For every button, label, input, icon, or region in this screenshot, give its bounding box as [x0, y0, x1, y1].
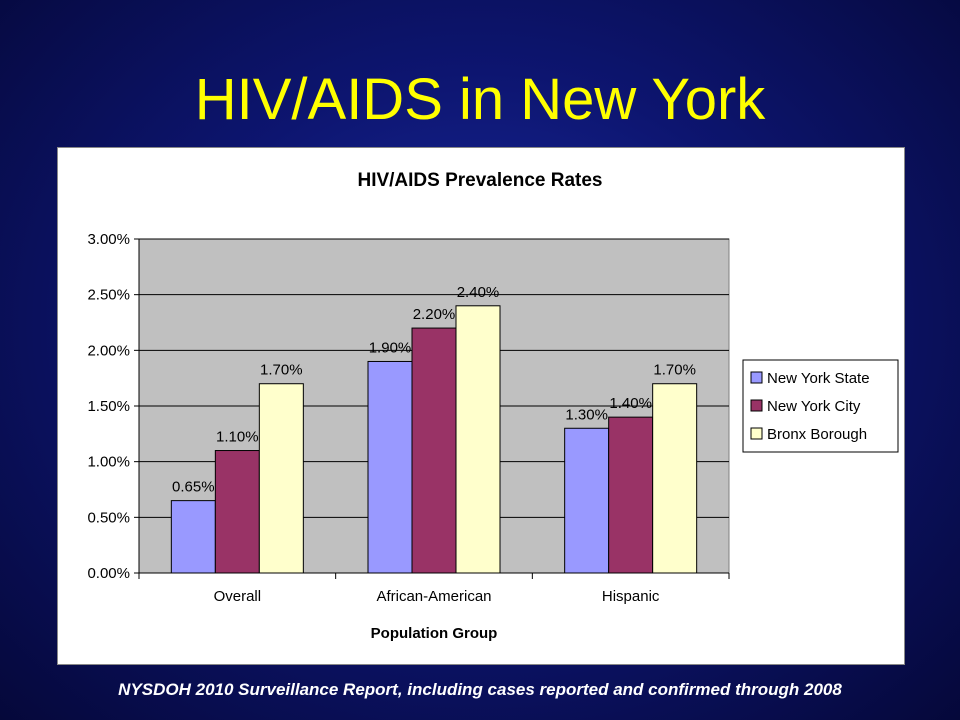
y-tick-label: 0.50%: [87, 509, 130, 526]
bar: [564, 427, 610, 574]
y-tick-label: 1.50%: [87, 398, 130, 415]
legend-swatch: [750, 427, 763, 440]
chart-title: HIV/AIDS Prevalence Rates: [357, 170, 602, 191]
legend-box: [742, 359, 899, 453]
bar: [367, 360, 413, 574]
x-tick-label: Hispanic: [602, 588, 660, 605]
bar: [258, 383, 304, 574]
data-label: 1.30%: [565, 406, 608, 423]
x-tick-label: African-American: [376, 588, 491, 605]
bar: [170, 500, 216, 574]
x-axis-title: Population Group: [371, 625, 498, 642]
data-label: 2.20%: [413, 306, 456, 323]
y-tick-label: 2.50%: [87, 287, 130, 304]
bar: [608, 416, 654, 574]
data-label: 1.90%: [369, 339, 412, 356]
legend-label: New York City: [767, 398, 861, 415]
y-tick-label: 3.00%: [87, 231, 130, 248]
prevalence-bar-chart: HIV/AIDS Prevalence Rates 0.00% 0.50% 1.00…: [87, 170, 899, 642]
y-tick-label: 0.00%: [87, 565, 130, 582]
x-tick-label: Overall: [214, 588, 262, 605]
data-label: 1.70%: [260, 362, 303, 379]
data-label: 1.70%: [653, 362, 696, 379]
legend-swatch: [750, 399, 763, 412]
legend-swatch: [750, 371, 763, 384]
bar: [214, 450, 260, 574]
slide-title: HIV/AIDS in New York: [194, 67, 766, 132]
legend-label: Bronx Borough: [767, 426, 867, 443]
bar: [411, 327, 457, 574]
data-label: 0.65%: [172, 479, 215, 496]
bar: [652, 383, 698, 574]
chart-container: HIV/AIDS Prevalence Rates 0.00% 0.50% 1.00…: [57, 147, 905, 665]
bar: [455, 305, 501, 574]
data-label: 1.10%: [216, 429, 259, 446]
y-tick-label: 2.00%: [87, 342, 130, 359]
data-label: 1.40%: [609, 395, 652, 412]
legend-label: New York State: [767, 370, 870, 387]
data-label: 2.40%: [457, 284, 500, 301]
source-footnote: NYSDOH 2010 Surveillance Report, includi…: [118, 680, 842, 699]
y-tick-label: 1.00%: [87, 454, 130, 471]
